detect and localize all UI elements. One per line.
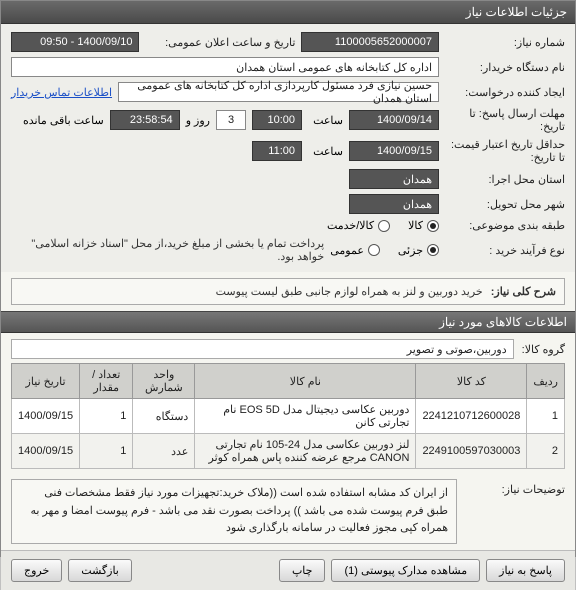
reply-deadline-time: 10:00: [252, 110, 302, 130]
category-label: طبقه بندی موضوعی:: [445, 219, 565, 232]
table-cell: لنز دوربین عکاسی مدل 24-105 نام تجارتی C…: [195, 434, 416, 469]
table-cell: دوربین عکاسی دیجیتال مدل EOS 5D نام تجار…: [195, 399, 416, 434]
need-no-value: 1100005652000007: [301, 32, 439, 52]
buy-full-radio[interactable]: عمومی: [330, 244, 380, 257]
table-cell: 2241210712600028: [416, 399, 527, 434]
radio-icon: [378, 220, 390, 232]
reply-deadline-date: 1400/09/14: [349, 110, 439, 130]
items-table: ردیفکد کالانام کالاواحد شمارشتعداد / مقد…: [11, 363, 565, 469]
table-header-cell: واحد شمارش: [133, 364, 195, 399]
credit-deadline-time: 11:00: [252, 141, 302, 161]
group-label: گروه کالا:: [522, 343, 565, 356]
category-goods-label: کالا: [408, 219, 423, 232]
back-button[interactable]: بازگشت: [68, 559, 132, 582]
table-cell: 1: [527, 399, 565, 434]
table-cell: 1400/09/15: [12, 434, 80, 469]
remaining-label: ساعت باقی مانده: [23, 114, 104, 127]
table-header-cell: تعداد / مقدار: [80, 364, 133, 399]
credit-deadline-label: حداقل تاریخ اعتبار قیمت: تا تاریخ:: [445, 138, 565, 164]
buyer-org-value: اداره کل کتابخانه های عمومی استان همدان: [11, 57, 439, 77]
buy-note: پرداخت تمام یا بخشی از مبلغ خرید،از محل …: [11, 237, 324, 263]
radio-icon: [427, 244, 439, 256]
table-cell: عدد: [133, 434, 195, 469]
radio-icon: [427, 220, 439, 232]
exec-city-label: استان محل اجرا:: [445, 173, 565, 186]
category-goods-radio[interactable]: کالا: [408, 219, 439, 232]
time-label-2: ساعت: [308, 145, 343, 158]
category-radio-group: کالا کالا/خدمت: [327, 219, 439, 232]
days-label: روز و: [186, 114, 210, 127]
summary-label: شرح کلی نیاز:: [491, 285, 556, 298]
announce-value: 1400/09/10 - 09:50: [11, 32, 139, 52]
countdown-value: 23:58:54: [110, 110, 180, 130]
days-value: 3: [216, 110, 246, 130]
table-cell: 1: [80, 434, 133, 469]
view-docs-button[interactable]: مشاهده مدارک پیوستی (1): [331, 559, 480, 582]
deliver-city-value: همدان: [349, 194, 439, 214]
table-cell: 2: [527, 434, 565, 469]
buy-partial-radio[interactable]: جزئی: [398, 244, 439, 257]
deliver-city-label: شهر محل تحویل:: [445, 198, 565, 211]
exit-button[interactable]: خروج: [11, 559, 62, 582]
respond-button[interactable]: پاسخ به نیاز: [486, 559, 565, 582]
announce-label: تاریخ و ساعت اعلان عمومی:: [145, 36, 295, 49]
table-header-cell: کد کالا: [416, 364, 527, 399]
table-header-cell: تاریخ نیاز: [12, 364, 80, 399]
button-bar: پاسخ به نیاز مشاهده مدارک پیوستی (1) چاپ…: [1, 550, 575, 590]
requester-value: حسین نیازی فرد مسئول کارپردازی اداره کل …: [118, 82, 439, 102]
category-service-radio[interactable]: کالا/خدمت: [327, 219, 390, 232]
radio-icon: [368, 244, 380, 256]
table-cell: 1400/09/15: [12, 399, 80, 434]
exec-city-value: همدان: [349, 169, 439, 189]
buy-partial-label: جزئی: [398, 244, 423, 257]
need-no-label: شماره نیاز:: [445, 36, 565, 49]
table-header-cell: نام کالا: [195, 364, 416, 399]
table-cell: 1: [80, 399, 133, 434]
time-label-1: ساعت: [308, 114, 343, 127]
buy-type-label: نوع فرآیند خرید :: [445, 244, 565, 257]
table-row[interactable]: 22249100597030003لنز دوربین عکاسی مدل 24…: [12, 434, 565, 469]
print-button[interactable]: چاپ: [279, 559, 326, 582]
buy-type-radio-group: جزئی عمومی: [330, 244, 439, 257]
items-section-header: اطلاعات کالاهای مورد نیاز: [1, 311, 575, 333]
desc-text: از ایران کد مشابه استفاده شده است ((ملاک…: [11, 479, 457, 544]
reply-deadline-label: مهلت ارسال پاسخ: تا تاریخ:: [445, 107, 565, 133]
buy-full-label: عمومی: [330, 244, 364, 257]
credit-deadline-date: 1400/09/15: [349, 141, 439, 161]
form-body: شماره نیاز: 1100005652000007 تاریخ و ساع…: [1, 24, 575, 272]
category-service-label: کالا/خدمت: [327, 219, 374, 232]
buyer-contact-link[interactable]: اطلاعات تماس خریدار: [11, 86, 112, 99]
buyer-org-label: نام دستگاه خریدار:: [445, 61, 565, 74]
summary-text: خرید دوربین و لنز به همراه لوازم جانبی ط…: [216, 285, 483, 298]
table-header-cell: ردیف: [527, 364, 565, 399]
table-cell: دستگاه: [133, 399, 195, 434]
group-value: دوربین،صوتی و تصویر: [11, 339, 514, 359]
window-title: جزئیات اطلاعات نیاز: [1, 1, 575, 24]
table-row[interactable]: 12241210712600028دوربین عکاسی دیجیتال مد…: [12, 399, 565, 434]
summary-box: شرح کلی نیاز: خرید دوربین و لنز به همراه…: [11, 278, 565, 305]
desc-label: توضیحات نیاز:: [465, 479, 565, 544]
table-cell: 2249100597030003: [416, 434, 527, 469]
need-details-window: جزئیات اطلاعات نیاز شماره نیاز: 11000056…: [0, 0, 576, 557]
requester-label: ایجاد کننده درخواست:: [445, 86, 565, 99]
